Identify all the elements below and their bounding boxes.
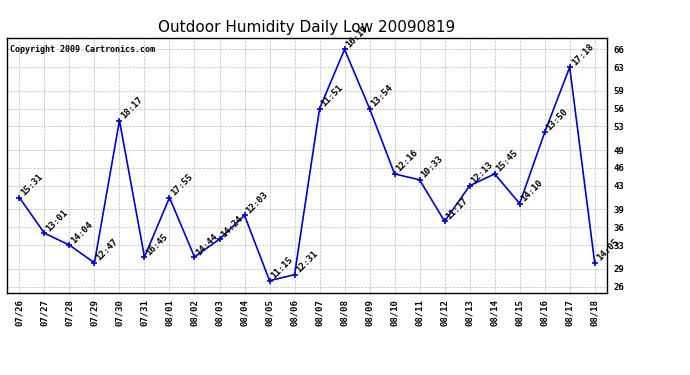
- Text: 12:13: 12:13: [470, 160, 495, 186]
- Text: 10:33: 10:33: [420, 154, 445, 180]
- Text: 14:05: 14:05: [595, 237, 620, 263]
- Text: 15:45: 15:45: [495, 148, 520, 174]
- Text: 14:10: 14:10: [520, 178, 545, 204]
- Text: 15:31: 15:31: [19, 172, 45, 198]
- Text: 17:55: 17:55: [170, 172, 195, 198]
- Text: 12:47: 12:47: [95, 237, 120, 263]
- Title: Outdoor Humidity Daily Low 20090819: Outdoor Humidity Daily Low 20090819: [159, 20, 455, 35]
- Text: 14:24: 14:24: [219, 214, 245, 239]
- Text: 13:54: 13:54: [370, 83, 395, 109]
- Text: 11:15: 11:15: [270, 255, 295, 280]
- Text: 13:01: 13:01: [44, 208, 70, 233]
- Text: 12:03: 12:03: [244, 190, 270, 215]
- Text: 14:44: 14:44: [195, 231, 220, 257]
- Text: Copyright 2009 Cartronics.com: Copyright 2009 Cartronics.com: [10, 45, 155, 54]
- Text: 18:17: 18:17: [119, 95, 145, 120]
- Text: 17:18: 17:18: [570, 42, 595, 67]
- Text: 16:19: 16:19: [344, 24, 370, 50]
- Text: 14:04: 14:04: [70, 220, 95, 245]
- Text: 11:17: 11:17: [444, 196, 470, 221]
- Text: 11:51: 11:51: [319, 83, 345, 109]
- Text: 13:50: 13:50: [544, 107, 570, 132]
- Text: 16:45: 16:45: [144, 231, 170, 257]
- Text: 12:16: 12:16: [395, 148, 420, 174]
- Text: 12:31: 12:31: [295, 249, 320, 275]
